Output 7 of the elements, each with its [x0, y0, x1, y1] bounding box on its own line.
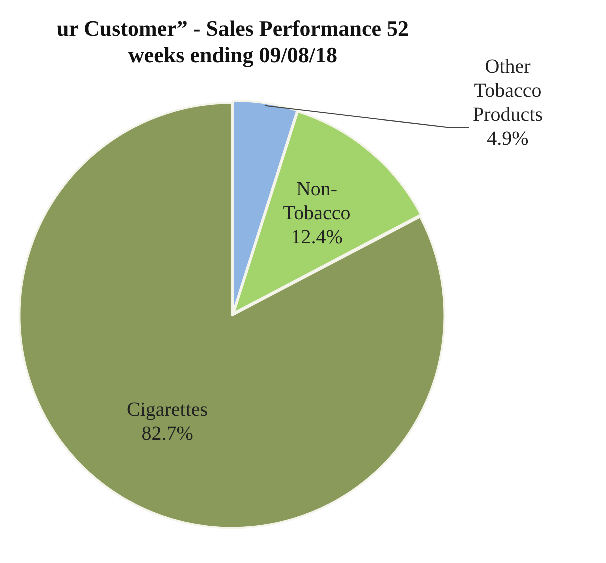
slice-label: Cigarettes: [126, 399, 208, 422]
data-label: 82.7%: [142, 423, 194, 446]
slice-label: Other Tobacco Products: [473, 56, 544, 126]
data-label: 12.4%: [291, 226, 343, 248]
data-label: 4.9%: [487, 128, 529, 150]
slice-label: Non-Tobacco: [283, 178, 351, 224]
chart-title: ur Customer” - Sales Performance 52 weeks ending 09/08/18: [56, 16, 410, 68]
